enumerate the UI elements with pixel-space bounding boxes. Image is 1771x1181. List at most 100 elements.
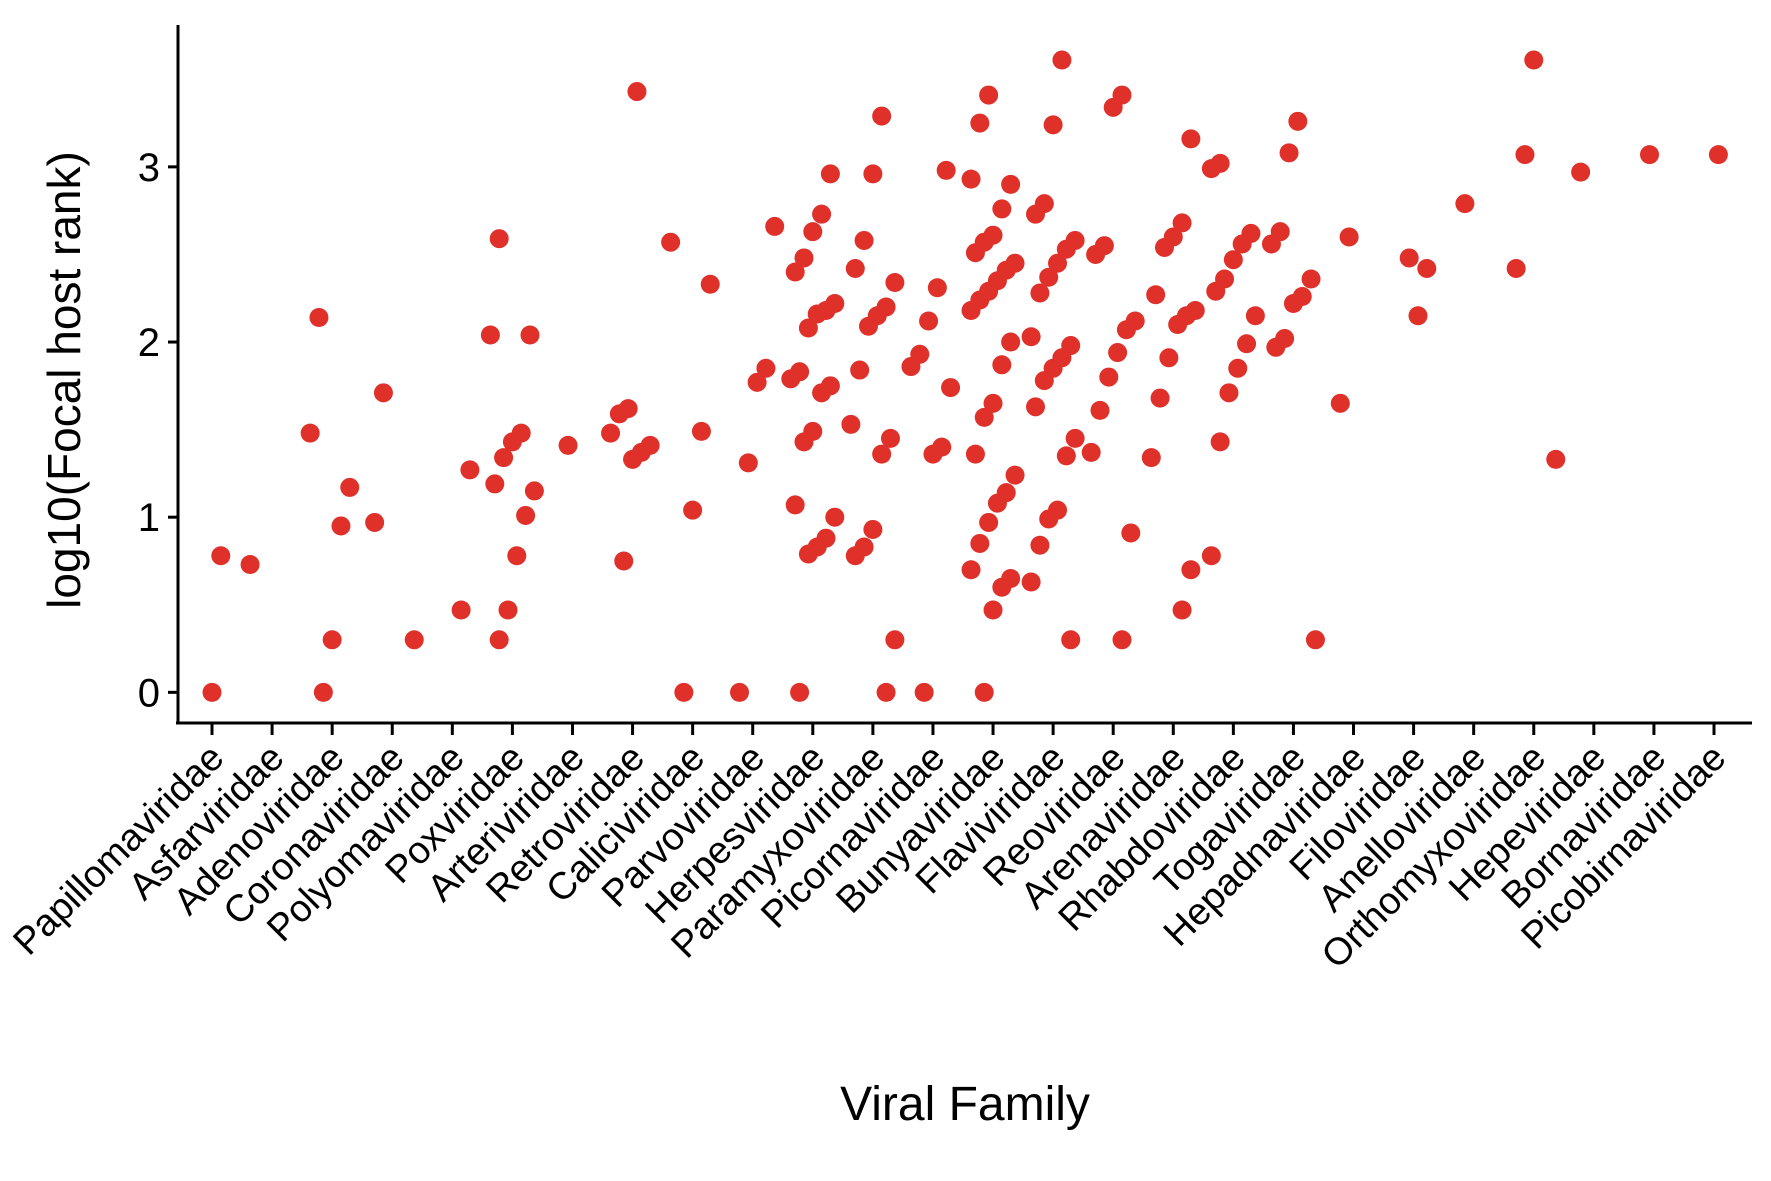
point [1116, 320, 1136, 340]
point [974, 682, 994, 702]
point [1172, 213, 1192, 233]
point [609, 404, 629, 424]
point [1301, 269, 1321, 289]
point [927, 278, 947, 298]
point [1640, 145, 1660, 165]
point [1065, 428, 1085, 448]
point [854, 230, 874, 250]
point [1150, 388, 1170, 408]
point [1112, 630, 1132, 650]
point [460, 460, 480, 480]
point [1039, 509, 1059, 529]
point [498, 600, 518, 620]
point [885, 630, 905, 650]
point [489, 630, 509, 650]
point [373, 383, 393, 403]
point [1279, 143, 1299, 163]
point [1399, 248, 1419, 268]
point [1223, 250, 1243, 270]
point [516, 505, 536, 525]
point [812, 204, 832, 224]
point [845, 258, 865, 278]
point [1001, 332, 1021, 352]
point [661, 232, 681, 252]
point [992, 199, 1012, 219]
point [863, 164, 883, 184]
point [923, 444, 943, 464]
point [623, 449, 643, 469]
point [1103, 97, 1123, 117]
point [309, 308, 329, 328]
point [1030, 535, 1050, 555]
point [1283, 293, 1303, 313]
point [683, 500, 703, 520]
point [601, 423, 621, 443]
point [1021, 327, 1041, 347]
point [1056, 446, 1076, 466]
point [322, 630, 342, 650]
point [845, 546, 865, 566]
point [1245, 306, 1265, 326]
point [850, 360, 870, 380]
point [987, 493, 1007, 513]
point [970, 113, 990, 133]
point [1039, 267, 1059, 287]
point [1030, 283, 1050, 303]
point [1026, 204, 1046, 224]
point [1141, 448, 1161, 468]
point [781, 369, 801, 389]
point [494, 448, 514, 468]
y-tick-label: 2 [138, 321, 160, 365]
x-axis-title: Viral Family [840, 1078, 1090, 1131]
point [489, 229, 509, 249]
point [1154, 237, 1174, 257]
point [502, 432, 522, 452]
point [240, 554, 260, 574]
point [1524, 50, 1544, 70]
point [1168, 315, 1188, 335]
point [1026, 397, 1046, 417]
point [1172, 600, 1192, 620]
point [961, 560, 981, 580]
point [1061, 630, 1081, 650]
point [674, 682, 694, 702]
point [863, 519, 883, 539]
point [1219, 383, 1239, 403]
point [627, 82, 647, 102]
point [1108, 343, 1128, 363]
point [1201, 546, 1221, 566]
point [807, 304, 827, 324]
point [841, 414, 861, 434]
point [798, 544, 818, 564]
point [1021, 572, 1041, 592]
point [730, 682, 750, 702]
point [1056, 239, 1076, 259]
point [1181, 560, 1201, 580]
point [798, 318, 818, 338]
point [901, 357, 921, 377]
point [1266, 337, 1286, 357]
point [1288, 111, 1308, 131]
point [404, 630, 424, 650]
point [300, 423, 320, 443]
point [1048, 253, 1068, 273]
point [961, 301, 981, 321]
point [812, 383, 832, 403]
point [1261, 234, 1281, 254]
point [738, 453, 758, 473]
point [1571, 162, 1591, 182]
point [480, 325, 500, 345]
point [1146, 285, 1166, 305]
point [965, 444, 985, 464]
point [790, 682, 810, 702]
y-tick-label: 0 [138, 671, 160, 715]
point [1546, 449, 1566, 469]
point [700, 274, 720, 294]
point [202, 682, 222, 702]
point [756, 358, 776, 378]
point [211, 546, 231, 566]
point [880, 428, 900, 448]
point [1005, 465, 1025, 485]
point [983, 393, 1003, 413]
